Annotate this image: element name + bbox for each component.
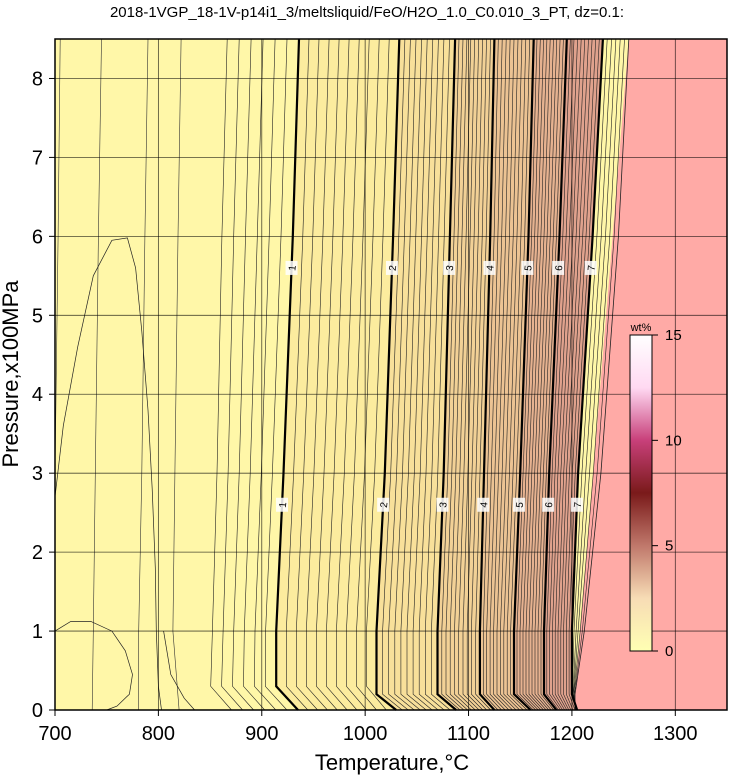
major-contour-line bbox=[275, 38, 301, 711]
contour-band bbox=[544, 39, 603, 710]
y-tick-label: 1 bbox=[32, 621, 43, 643]
colorbar-ticks: 0 5 10 15 bbox=[652, 327, 682, 660]
major-contour-line bbox=[478, 38, 496, 711]
contour-label-bg bbox=[584, 260, 597, 275]
contour-label: 1 bbox=[287, 264, 299, 271]
contour-label-bg bbox=[570, 497, 583, 512]
contour-label-bg bbox=[436, 497, 449, 512]
contour-label-bg bbox=[385, 260, 398, 275]
contour-label-bg bbox=[285, 260, 298, 275]
major-contour-line bbox=[375, 38, 401, 711]
x-axis-title: Temperature,°C bbox=[315, 750, 469, 775]
colorbar-unit: wt% bbox=[630, 322, 652, 334]
contour-label: 2 bbox=[379, 501, 391, 508]
x-tick-label: 1200 bbox=[550, 723, 595, 745]
contour-label: 6 bbox=[554, 264, 566, 271]
y-tick-label: 8 bbox=[32, 68, 43, 90]
contour-label: 2 bbox=[388, 264, 400, 271]
y-tick-label: 2 bbox=[32, 542, 43, 564]
contour-label-bg bbox=[521, 260, 534, 275]
colorbar-tick-label: 5 bbox=[665, 538, 673, 555]
colorbar: wt% 0 5 10 15 bbox=[629, 322, 682, 660]
major-contour-line bbox=[436, 38, 457, 711]
y-tick-label: 3 bbox=[32, 463, 43, 485]
contour-label: 3 bbox=[445, 264, 457, 271]
contour-label: 5 bbox=[515, 501, 527, 508]
x-tick-label: 800 bbox=[142, 723, 175, 745]
major-contour-lines: 1 1 2 2 3 3 4 4 5 5 6 6 7 7 bbox=[275, 38, 604, 711]
contour-label-bg bbox=[443, 260, 456, 275]
x-tick-label: 1000 bbox=[343, 723, 388, 745]
contour-band bbox=[514, 39, 567, 710]
y-tick-label: 6 bbox=[32, 226, 43, 248]
y-axis-title: Pressure,x100MPa bbox=[0, 280, 23, 468]
x-axis-ticks: 700 800 900 1000 1100 1200 1300 bbox=[38, 710, 698, 745]
x-tick-label: 1100 bbox=[447, 723, 490, 745]
contour-label-bg bbox=[276, 497, 289, 512]
contour-label: 7 bbox=[573, 501, 585, 508]
low-temperature-contour bbox=[54, 237, 162, 711]
minor-contour-lines bbox=[54, 38, 630, 711]
colorbar-tick-label: 15 bbox=[665, 327, 682, 344]
contour-label-bg bbox=[542, 497, 555, 512]
contour-label-bg bbox=[552, 260, 565, 275]
contour-band bbox=[376, 39, 457, 710]
contour-label: 4 bbox=[485, 264, 497, 271]
y-tick-label: 7 bbox=[32, 147, 43, 169]
contour-label-bg bbox=[477, 497, 490, 512]
major-contour-line bbox=[512, 38, 535, 711]
x-tick-label: 700 bbox=[38, 723, 71, 745]
contour-label-bg bbox=[483, 260, 496, 275]
major-contour-line bbox=[570, 38, 604, 711]
major-contour-line bbox=[542, 38, 568, 711]
colorbar-scale bbox=[629, 334, 653, 652]
y-axis-ticks: 0 1 2 3 4 5 6 7 8 bbox=[32, 68, 55, 722]
contour-label: 1 bbox=[278, 501, 290, 508]
y-tick-label: 4 bbox=[32, 384, 43, 406]
contour-band bbox=[479, 39, 534, 710]
low-temperature-contour bbox=[163, 631, 195, 711]
y-tick-label: 5 bbox=[32, 305, 43, 327]
chart-title: 2018-1VGP_18-1V-p14i1_3/meltsliquid/FeO/… bbox=[110, 4, 624, 21]
contour-label: 7 bbox=[586, 264, 598, 271]
contour-label-bg bbox=[377, 497, 390, 512]
contour-label: 4 bbox=[479, 501, 491, 508]
plot-area: 1 1 2 2 3 3 4 4 5 5 6 6 7 7 bbox=[54, 38, 728, 711]
x-tick-label: 900 bbox=[245, 723, 278, 745]
contour-label: 3 bbox=[438, 501, 450, 508]
plot-frame bbox=[54, 38, 728, 711]
colorbar-tick-label: 10 bbox=[665, 432, 682, 449]
y-tick-label: 0 bbox=[32, 700, 43, 722]
colorbar-tick-label: 0 bbox=[665, 643, 673, 660]
contour-label-bg bbox=[512, 497, 525, 512]
contour-label: 5 bbox=[523, 264, 535, 271]
low-temperature-contours bbox=[54, 237, 195, 711]
low-temperature-contour bbox=[54, 621, 133, 711]
contour-label: 6 bbox=[544, 501, 556, 508]
x-tick-label: 1300 bbox=[653, 723, 698, 745]
